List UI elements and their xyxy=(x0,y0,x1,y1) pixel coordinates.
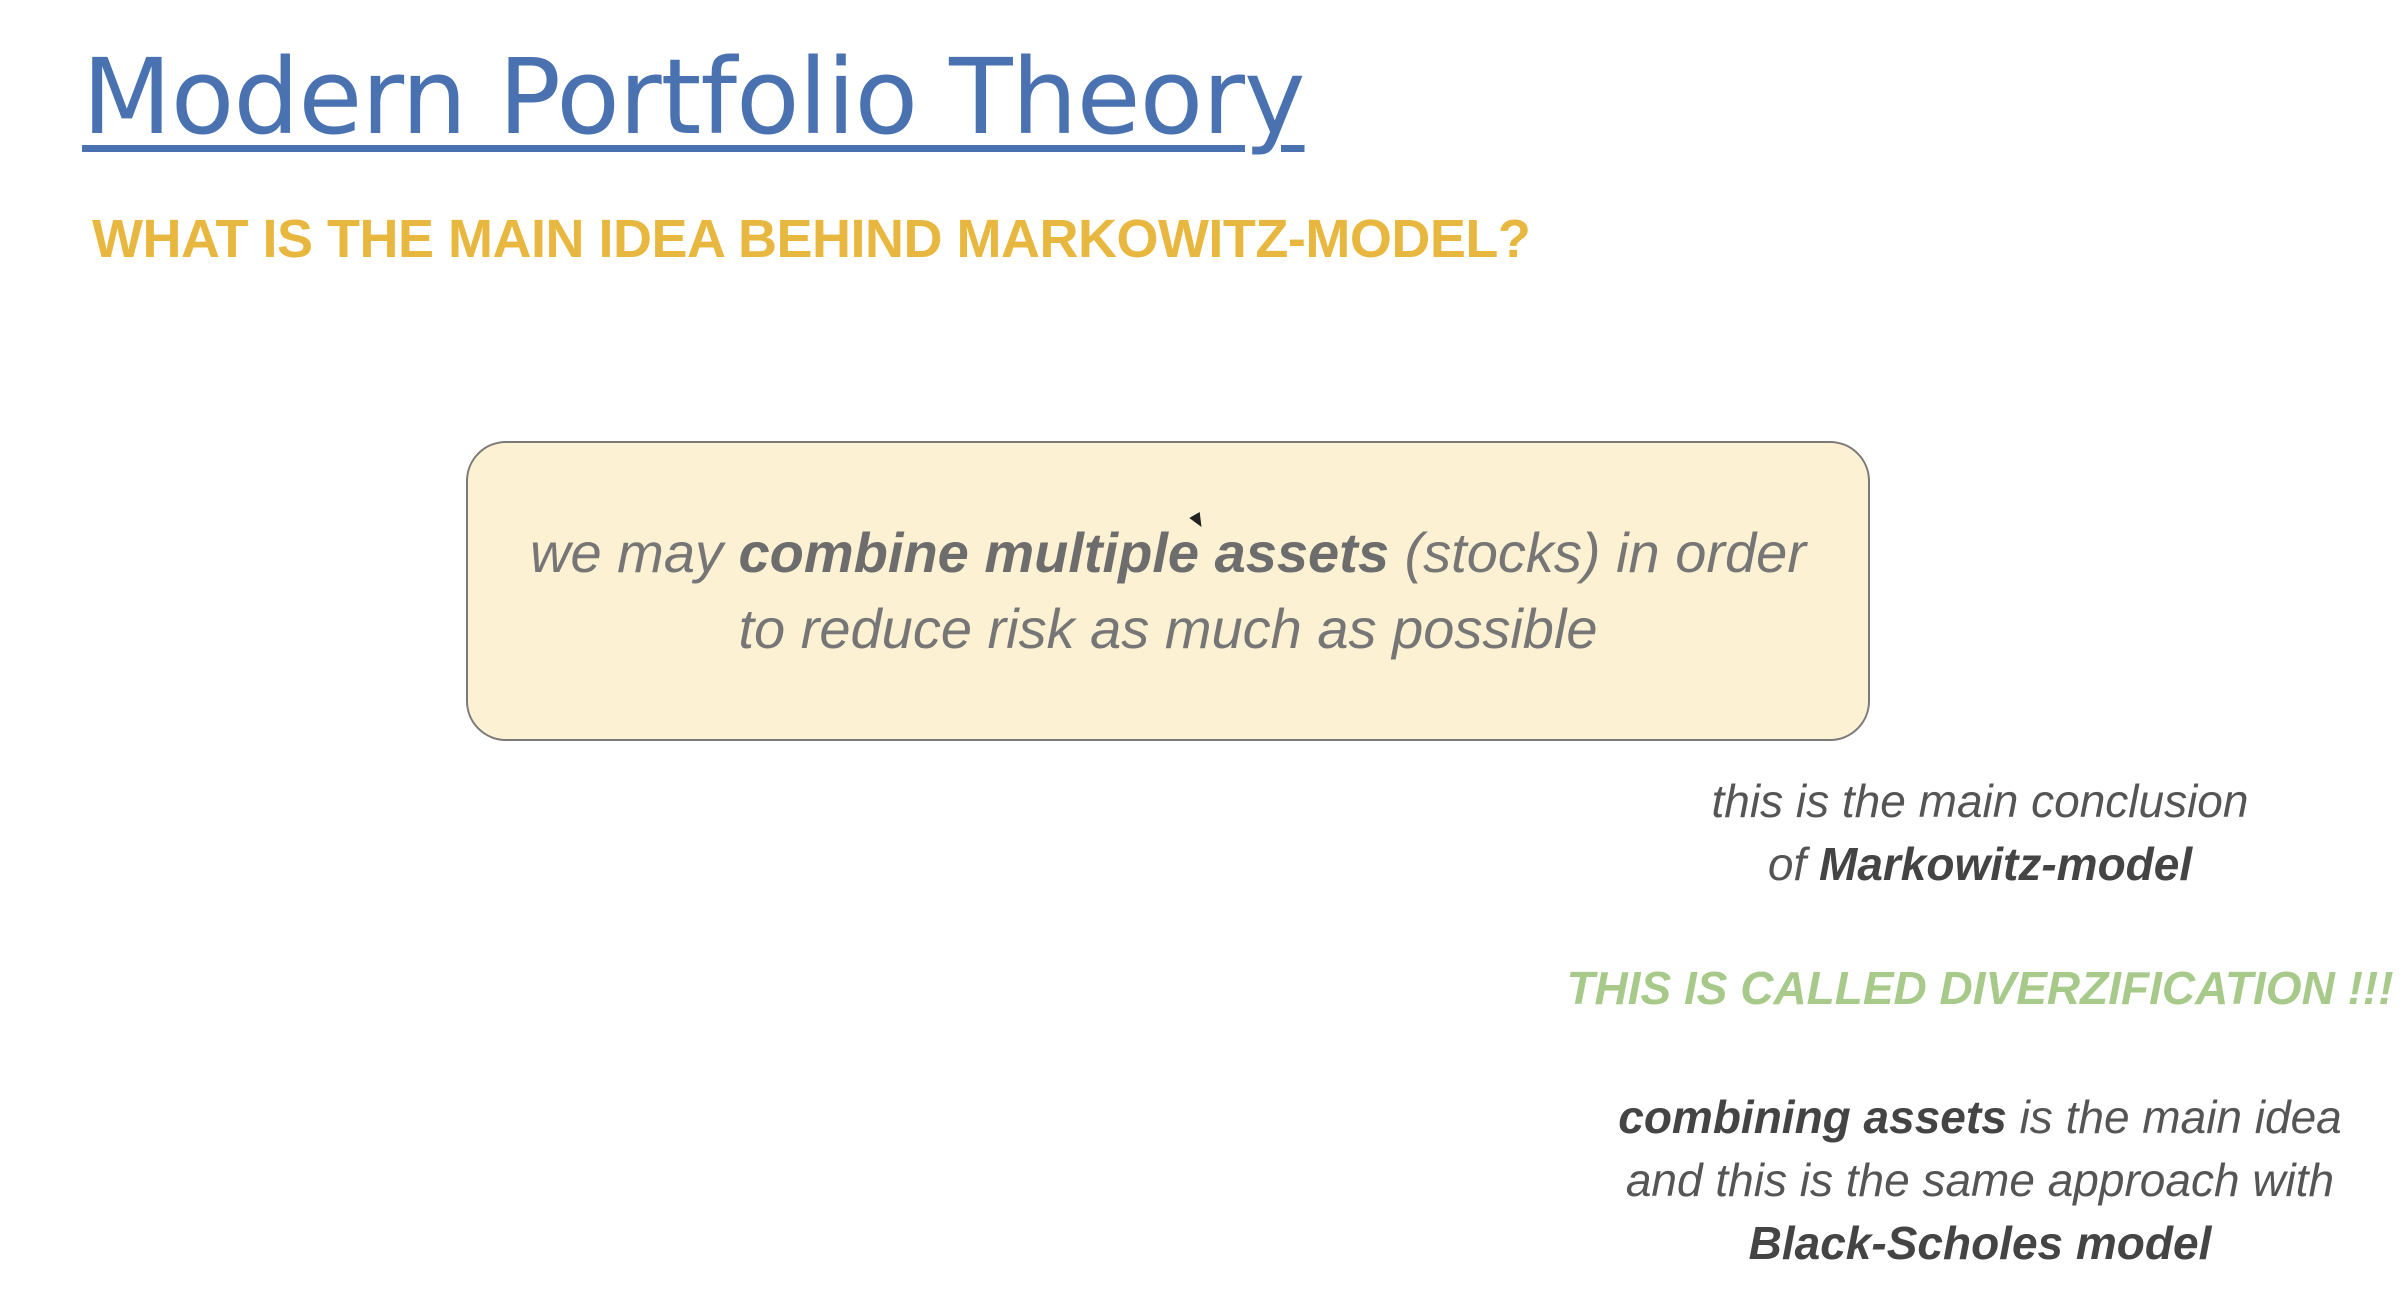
idea-line1-pre: we may xyxy=(530,521,739,584)
combining-line2: and this is the same approach with xyxy=(1625,1154,2335,1206)
main-idea-text: we may combine multiple assets (stocks) … xyxy=(490,515,1846,667)
diversification-note: THIS IS CALLED DIVERZIFICATION !!! xyxy=(1566,962,2394,1014)
conclusion-line2-pre: of xyxy=(1767,838,1819,890)
combining-note: combining assets is the main idea and th… xyxy=(1560,1086,2400,1275)
slide-title: Modern Portfolio Theory xyxy=(82,36,1306,158)
slide-subtitle: WHAT IS THE MAIN IDEA BEHIND MARKOWITZ-M… xyxy=(92,209,1531,269)
main-idea-box: we may combine multiple assets (stocks) … xyxy=(466,441,1870,741)
combining-line1-post: is the main idea xyxy=(2006,1091,2342,1143)
conclusion-line2-bold: Markowitz-model xyxy=(1819,838,2193,890)
combining-line3-bold: Black-Scholes model xyxy=(1748,1217,2212,1269)
conclusion-note: this is the main conclusion of Markowitz… xyxy=(1560,770,2400,896)
idea-line1-post: (stocks) in order xyxy=(1388,521,1806,584)
combining-line1-bold: combining assets xyxy=(1618,1091,2007,1143)
idea-line1-bold: combine multiple assets xyxy=(738,521,1389,584)
conclusion-line1: this is the main conclusion xyxy=(1711,775,2249,827)
idea-line2: to reduce risk as much as possible xyxy=(738,597,1598,660)
